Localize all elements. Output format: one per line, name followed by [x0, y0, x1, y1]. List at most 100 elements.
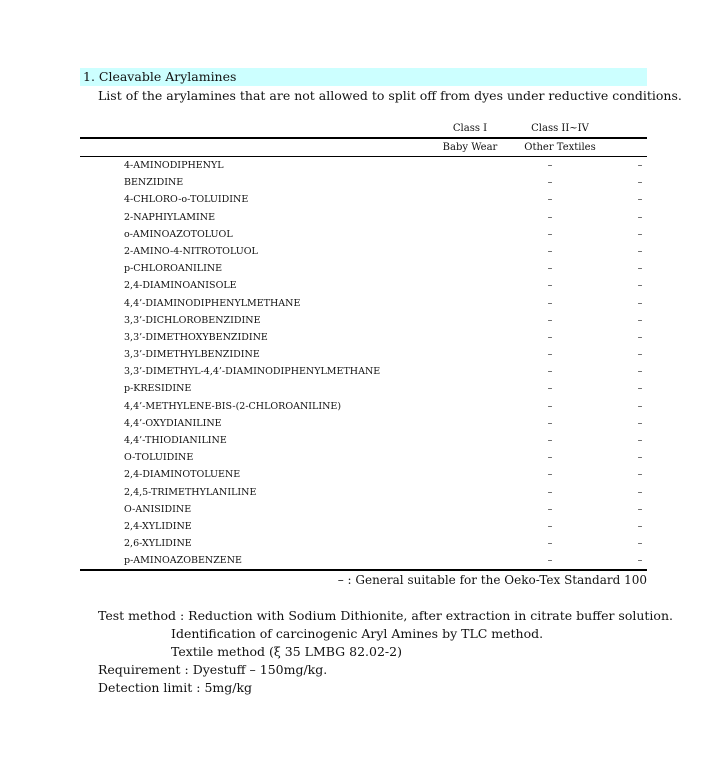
class-2-value: – [637, 297, 643, 309]
class-2-value: – [637, 469, 643, 481]
class-2-value: – [637, 538, 643, 550]
table-row: p-AMINOAZOBENZENE – – [80, 552, 647, 569]
amine-name: O-ANISIDINE [124, 503, 192, 515]
legend-note: – : General suitable for the Oeko-Tex St… [337, 573, 647, 587]
table-row: p-CHLOROANILINE – – [80, 260, 647, 277]
table-body: 4-AMINODIPHENYL – – BENZIDINE – –4-CHLORO-o-T… [80, 157, 647, 570]
amine-name: 2,4-XYLIDINE [124, 520, 192, 532]
class-1-value: – [547, 486, 553, 498]
class-2-value: – [637, 452, 643, 464]
table-row: 2-AMINO-4-NITROTOLUOL – – [80, 243, 647, 260]
amine-name: O-TOLUIDINE [124, 452, 194, 464]
class-1-value: – [547, 349, 553, 361]
intro-text: List of the arylamines that are not allo… [98, 88, 682, 103]
amine-name: 4,4’-DIAMINODIPHENYLMETHANE [124, 297, 301, 309]
class-2-value: – [637, 383, 643, 395]
class-2-value: – [637, 177, 643, 189]
table-row: O-ANISIDINE – – [80, 501, 647, 518]
amine-name: 3,3’-DIMETHYLBENZIDINE [124, 349, 260, 361]
table-row: 2,4-DIAMINOANISOLE – – [80, 277, 647, 294]
class-1-value: – [547, 194, 553, 206]
class-1-value: – [547, 435, 553, 446]
class-2-value: – [637, 486, 643, 498]
class-1-value: – [547, 400, 553, 412]
class-1-value: – [547, 211, 553, 223]
class-2-value: – [637, 503, 643, 515]
requirement: Requirement : Dyestuff – 150mg/kg. [98, 662, 328, 677]
section-title: 1. Cleavable Arylamines [80, 68, 647, 86]
class-1-value: – [547, 366, 553, 378]
class-1-value: – [547, 160, 553, 171]
amine-name: 2,4,5-TRIMETHYLANILINE [124, 486, 257, 498]
table-top-rule [80, 137, 647, 139]
table-row: 2,4-DIAMINOTOLUENE – – [80, 466, 647, 483]
class-2-value: – [637, 263, 643, 275]
class-2-value: – [637, 520, 643, 532]
class-1-value: – [547, 469, 553, 481]
amine-name: 3,3’-DIMETHYL-4,4’-DIAMINODIPHENYLMETHAN… [124, 366, 381, 378]
amine-name: 2,4-DIAMINOTOLUENE [124, 469, 241, 481]
amine-name: 4-CHLORO-o-TOLUIDINE [124, 194, 249, 206]
table-row: 3,3’-DICHLOROBENZIDINE – – [80, 312, 647, 329]
table-row: 4,4’-THIODIANILINE – – [80, 432, 647, 449]
table-row: 4,4’-DIAMINODIPHENYLMETHANE – – [80, 295, 647, 312]
class-2-value: – [637, 400, 643, 412]
table-row: p-KRESIDINE – – [80, 380, 647, 397]
amine-name: 2-AMINO-4-NITROTOLUOL [124, 245, 258, 257]
table-bottom-rule [80, 569, 647, 571]
amine-name: p-AMINOAZOBENZENE [124, 555, 242, 567]
class-2-value: – [637, 417, 643, 429]
table-row: 2,6-XYLIDINE – – [80, 535, 647, 552]
test-method-line-3: Textile method (ξ 35 LMBG 82.02-2) [171, 644, 402, 659]
table-row: 4-AMINODIPHENYL – – [80, 157, 647, 174]
class-2-value: – [637, 349, 643, 361]
table-row: BENZIDINE – – [80, 174, 647, 191]
amine-name: 2-NAPHIYLAMINE [124, 211, 216, 223]
table-row: 2-NAPHIYLAMINE – – [80, 209, 647, 226]
amine-name: BENZIDINE [124, 177, 184, 189]
table-row: 3,3’-DIMETHYLBENZIDINE – – [80, 346, 647, 363]
class-1-value: – [547, 314, 553, 326]
class-2-value: – [637, 331, 643, 343]
class-2-value: – [637, 245, 643, 257]
amine-name: 3,3’-DIMETHOXYBENZIDINE [124, 331, 268, 343]
class-2-value: – [637, 211, 643, 223]
amine-name: 4,4’-THIODIANILINE [124, 435, 227, 446]
class-2-value: – [637, 366, 643, 378]
table-row: 4,4’-METHYLENE-BIS-(2-CHLOROANILINE) – – [80, 398, 647, 415]
col-category-1: Baby Wear [442, 142, 498, 153]
class-1-value: – [547, 503, 553, 515]
amine-name: 3,3’-DICHLOROBENZIDINE [124, 314, 261, 326]
table-header-rule [80, 156, 647, 157]
class-1-value: – [547, 280, 553, 292]
class-1-value: – [547, 331, 553, 343]
class-1-value: – [547, 555, 553, 567]
amine-name: 4,4’-METHYLENE-BIS-(2-CHLOROANILINE) [124, 400, 342, 412]
amine-name: p-CHLOROANILINE [124, 263, 223, 275]
table-row: 4-CHLORO-o-TOLUIDINE – – [80, 191, 647, 208]
detection-limit: Detection limit : 5mg/kg [98, 680, 253, 695]
table-row: 2,4,5-TRIMETHYLANILINE – – [80, 484, 647, 501]
col-category-2: Other Textiles [524, 142, 596, 153]
class-2-value: – [637, 160, 643, 171]
class-1-value: – [547, 383, 553, 395]
class-2-value: – [637, 314, 643, 326]
test-method-line-2: Identification of carcinogenic Aryl Amin… [171, 626, 544, 641]
table-row: 3,3’-DIMETHOXYBENZIDINE – – [80, 329, 647, 346]
class-1-value: – [547, 520, 553, 532]
col-class-1: Class I [452, 123, 488, 134]
class-2-value: – [637, 555, 643, 567]
amine-name: 4,4’-OXYDIANILINE [124, 417, 222, 429]
amine-name: 2,4-DIAMINOANISOLE [124, 280, 237, 292]
table-row: 3,3’-DIMETHYL-4,4’-DIAMINODIPHENYLMETHAN… [80, 363, 647, 380]
class-1-value: – [547, 228, 553, 240]
class-2-value: – [637, 228, 643, 240]
class-1-value: – [547, 245, 553, 257]
amine-name: 2,6-XYLIDINE [124, 538, 192, 550]
class-1-value: – [547, 452, 553, 464]
class-1-value: – [547, 538, 553, 550]
amine-name: p-KRESIDINE [124, 383, 192, 395]
amine-name: o-AMINOAZOTOLUOL [124, 228, 233, 240]
class-2-value: – [637, 194, 643, 206]
amine-name: 4-AMINODIPHENYL [124, 160, 224, 171]
